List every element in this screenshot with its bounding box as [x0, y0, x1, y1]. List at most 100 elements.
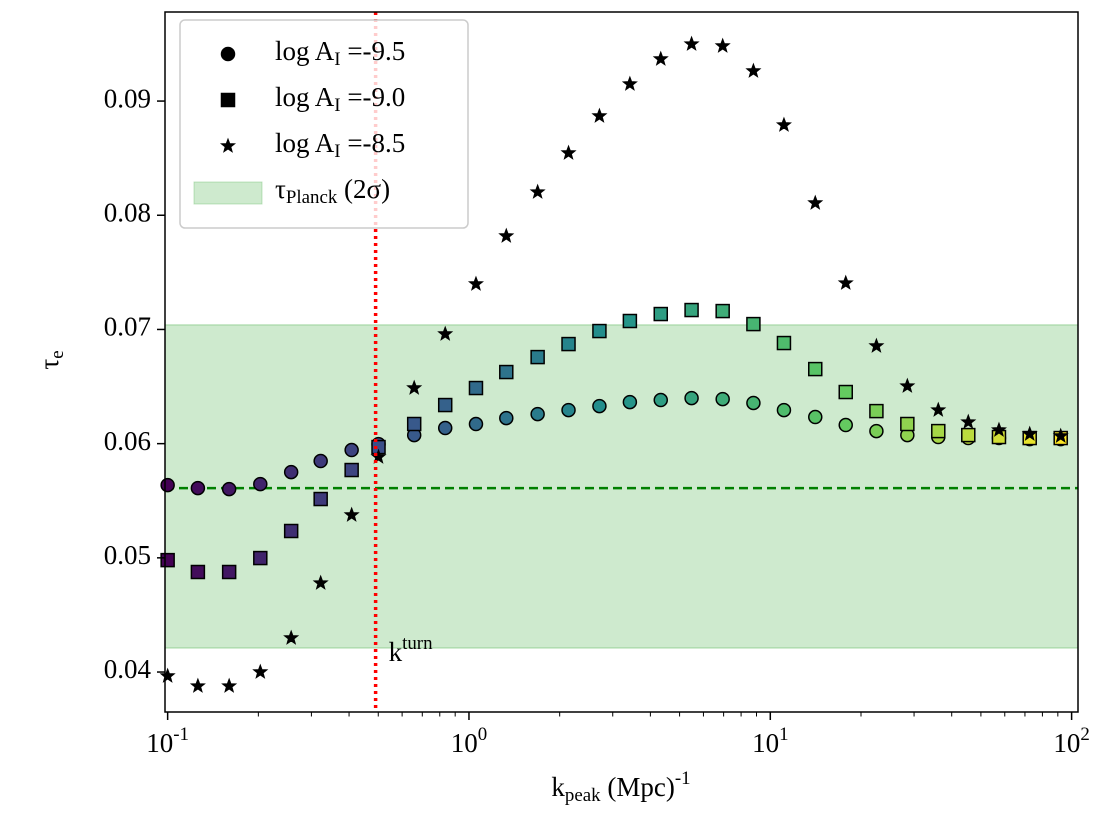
- point: [868, 337, 885, 353]
- y-tick-label: 0.08: [104, 197, 151, 227]
- point: [622, 394, 638, 410]
- point: [253, 476, 268, 492]
- x-tick-label: 101​: [752, 724, 788, 758]
- point: [344, 462, 359, 478]
- legend-label: log AI =-8.5: [275, 128, 405, 162]
- point: [561, 336, 576, 352]
- point: [683, 35, 700, 51]
- point: [621, 75, 638, 91]
- point: [370, 448, 387, 464]
- point: [1052, 427, 1069, 443]
- y-axis-label: τe​: [34, 350, 68, 369]
- legend-marker: [219, 137, 237, 153]
- point: [406, 416, 422, 432]
- legend-marker: [220, 46, 236, 62]
- point: [808, 409, 823, 425]
- x-tick-label: 10-1​: [146, 724, 189, 758]
- point: [961, 427, 976, 443]
- point: [253, 550, 268, 566]
- point: [653, 392, 669, 408]
- y-tick-label: 0.09: [104, 83, 151, 113]
- point: [622, 313, 638, 329]
- y-tick-label: 0.07: [104, 312, 151, 342]
- point: [283, 523, 299, 539]
- y-tick-label: 0.05: [104, 540, 151, 570]
- planck-band: [165, 324, 1078, 649]
- point: [499, 364, 514, 380]
- point: [283, 464, 299, 480]
- point: [776, 402, 792, 418]
- point: [159, 667, 176, 683]
- point: [498, 227, 515, 243]
- point: [807, 194, 824, 210]
- y-tick-label: 0.04: [104, 654, 152, 684]
- annotation: kturn​: [389, 633, 433, 667]
- point: [684, 302, 699, 318]
- point: [715, 391, 730, 407]
- point: [652, 50, 669, 66]
- legend-label: log AI =-9.0: [275, 82, 405, 116]
- x-tick-label: 100​: [451, 724, 487, 758]
- point: [283, 629, 300, 645]
- legend-frame: [179, 19, 469, 229]
- point: [406, 379, 423, 395]
- point: [190, 564, 206, 580]
- point: [343, 506, 360, 522]
- legend-label: τPlanck (2σ): [275, 174, 390, 208]
- point: [869, 423, 884, 439]
- point: [160, 477, 175, 493]
- point: [437, 420, 453, 436]
- point: [560, 144, 577, 160]
- point: [499, 410, 514, 426]
- point: [745, 62, 762, 78]
- point: [189, 677, 206, 693]
- point: [160, 552, 175, 568]
- point: [775, 116, 792, 132]
- point: [252, 663, 269, 679]
- point: [468, 416, 484, 432]
- point: [221, 564, 237, 580]
- point: [221, 677, 238, 693]
- point: [837, 274, 854, 290]
- point: [312, 574, 329, 590]
- point: [776, 335, 792, 351]
- point: [561, 402, 576, 418]
- point: [437, 397, 453, 413]
- point: [437, 325, 454, 341]
- point: [899, 377, 916, 393]
- point: [313, 453, 328, 469]
- point: [591, 107, 608, 123]
- point: [221, 481, 237, 497]
- point: [592, 323, 607, 339]
- point: [838, 417, 853, 433]
- point: [190, 480, 206, 496]
- point: [746, 316, 761, 332]
- point: [746, 395, 761, 411]
- point: [653, 306, 669, 322]
- point: [1021, 425, 1038, 441]
- plot-frame: [164, 11, 1079, 713]
- legend: log AI =-9.5 log AI =-9.0 log AI =-8.5 τPla…: [179, 19, 469, 229]
- point: [960, 413, 977, 429]
- point: [313, 491, 328, 507]
- point: [530, 349, 545, 365]
- point: [869, 403, 884, 419]
- point: [684, 390, 699, 406]
- x-tick-label: 102​: [1053, 724, 1089, 758]
- point: [714, 37, 731, 53]
- x-axis-label: kpeak (Mpc)-1​: [551, 768, 690, 806]
- legend-band: [193, 181, 263, 205]
- point: [467, 275, 484, 291]
- point: [530, 406, 545, 422]
- point: [468, 380, 484, 396]
- point: [838, 384, 853, 400]
- point: [930, 401, 947, 417]
- point: [990, 421, 1007, 437]
- legend-label: log AI =-9.5: [275, 36, 405, 70]
- point: [592, 398, 607, 414]
- point: [529, 183, 546, 199]
- legend-marker: [220, 92, 236, 108]
- point: [808, 361, 823, 377]
- point: [900, 416, 915, 432]
